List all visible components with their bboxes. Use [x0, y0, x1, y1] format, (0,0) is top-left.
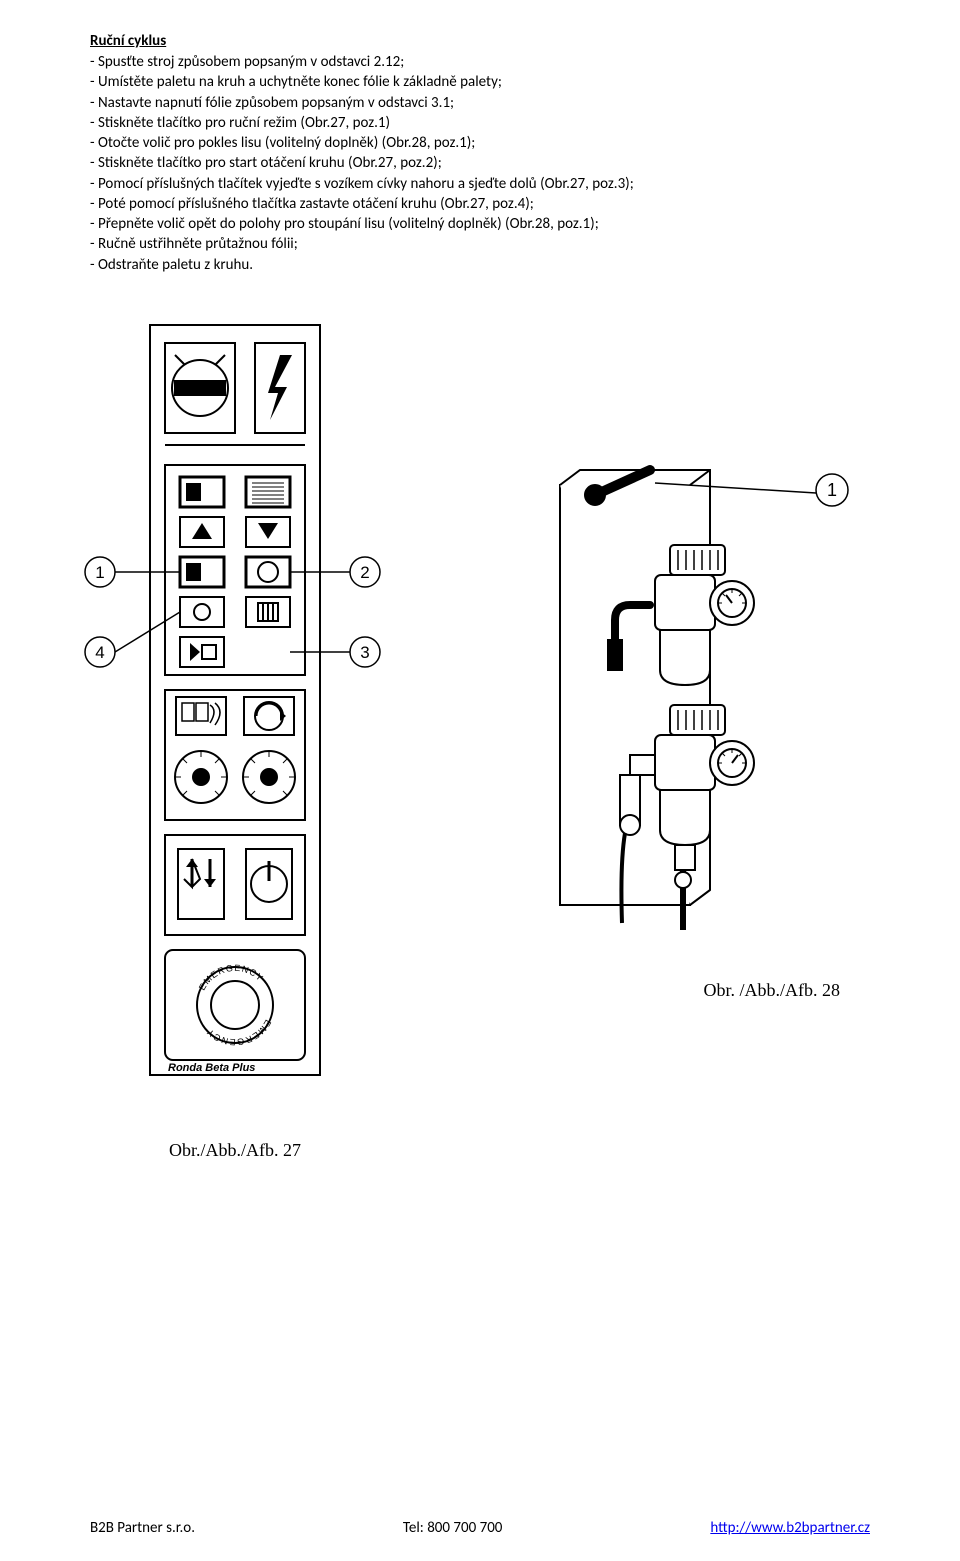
figures-row: EMERGENCY EMERGENCY Ronda Beta Plus 1 2 … — [90, 315, 870, 1161]
callout-4: 4 — [95, 643, 104, 662]
figure-27-svg: EMERGENCY EMERGENCY Ronda Beta Plus 1 2 … — [80, 315, 390, 1135]
line: - Poté pomocí příslušného tlačítka zasta… — [90, 194, 870, 214]
footer-company: B2B Partner s.r.o. — [90, 1519, 195, 1537]
line: - Ručně ustřihněte průtažnou fólii; — [90, 234, 870, 254]
figure-27-caption: Obr./Abb./Afb. 27 — [80, 1140, 390, 1161]
callout-1: 1 — [827, 480, 837, 500]
page-footer: B2B Partner s.r.o. Tel: 800 700 700 http… — [90, 1519, 870, 1537]
line: - Umístěte paletu na kruh a uchytněte ko… — [90, 72, 870, 92]
line: - Otočte volič pro pokles lisu (voliteln… — [90, 133, 870, 153]
line: - Spusťte stroj způsobem popsaným v odst… — [90, 52, 870, 72]
figure-28-svg: 1 — [500, 455, 860, 975]
callout-3: 3 — [360, 643, 369, 662]
line: - Nastavte napnutí fólie způsobem popsan… — [90, 93, 870, 113]
line: - Přepněte volič opět do polohy pro stou… — [90, 214, 870, 234]
figure-28-caption: Obr. /Abb./Afb. 28 — [500, 980, 860, 1001]
line: - Stiskněte tlačítko pro ruční režim (Ob… — [90, 113, 870, 133]
brand-label: Ronda Beta Plus — [168, 1062, 255, 1074]
callout-1: 1 — [95, 563, 104, 582]
callout-2: 2 — [360, 563, 369, 582]
section-title: Ruční cyklus — [90, 32, 870, 50]
footer-phone: Tel: 800 700 700 — [403, 1519, 503, 1537]
body-text: - Spusťte stroj způsobem popsaným v odst… — [90, 52, 870, 275]
line: - Odstraňte paletu z kruhu. — [90, 255, 870, 275]
line: - Stiskněte tlačítko pro start otáčení k… — [90, 153, 870, 173]
footer-link[interactable]: http://www.b2bpartner.cz — [710, 1519, 870, 1537]
figure-27: EMERGENCY EMERGENCY Ronda Beta Plus 1 2 … — [80, 315, 390, 1161]
figure-28: 1 Obr. /Abb./Afb. 28 — [500, 455, 860, 1001]
line: - Pomocí příslušných tlačítek vyjeďte s … — [90, 174, 870, 194]
